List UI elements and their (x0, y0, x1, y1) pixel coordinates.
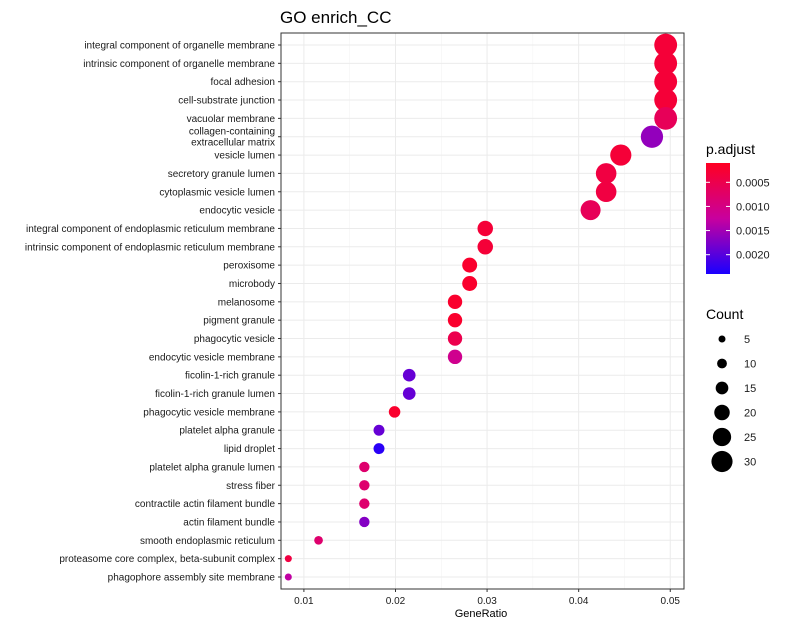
y-tick-label: endocytic vesicle membrane (149, 352, 276, 363)
plot-panel (280, 32, 685, 590)
y-tick-label: proteasome core complex, beta-subunit co… (59, 554, 275, 565)
x-axis: 0.01 0.02 0.03 0.04 0.05 (294, 589, 680, 607)
data-point (580, 200, 601, 221)
data-point (654, 51, 678, 75)
data-point (447, 331, 463, 346)
data-point (373, 424, 385, 436)
y-tick-label: collagen-containing extracellular matrix (189, 127, 275, 149)
data-point (447, 294, 463, 310)
y-tick-label: intrinsic component of endoplasmic retic… (25, 242, 276, 253)
size-legend-dot (715, 381, 729, 395)
size-legend-dot (711, 450, 733, 473)
y-tick-label: intrinsic component of organelle membran… (83, 59, 275, 70)
y-tick-label: secretory granule lumen (168, 169, 275, 180)
y-tick-label: smooth endoplasmic reticulum (140, 536, 275, 547)
data-point (373, 443, 385, 455)
y-axis-labels: integral component of organelle membrane… (25, 41, 281, 584)
color-legend-label: 0.0020 (736, 250, 770, 262)
size-legend-label: 30 (744, 457, 756, 469)
data-point (388, 406, 401, 418)
y-tick-label: cytoplasmic vesicle lumen (159, 187, 275, 198)
data-point (654, 33, 678, 57)
y-tick-label: cell-substrate junction (178, 96, 275, 107)
data-point (595, 181, 617, 203)
y-tick-label: phagophore assembly site membrane (108, 573, 276, 584)
y-tick-label: integral component of organelle membrane (84, 41, 275, 52)
size-legend-label: 15 (744, 383, 756, 395)
x-axis-title: GeneRatio (455, 608, 508, 620)
size-legend-dot (714, 404, 730, 421)
chart-title: GO enrich_CC (280, 8, 391, 27)
x-tick-label: 0.05 (661, 596, 681, 607)
y-tick-label: platelet alpha granule (179, 426, 275, 437)
y-tick-label: stress fiber (226, 481, 276, 492)
data-point (314, 535, 323, 545)
y-tick-label: microbody (229, 279, 275, 290)
color-legend-title: p.adjust (706, 141, 755, 157)
x-tick-label: 0.04 (569, 596, 589, 607)
data-point (654, 88, 678, 112)
x-tick-label: 0.01 (294, 596, 314, 607)
size-legend-title: Count (706, 306, 743, 322)
y-tick-label: contractile actin filament bundle (135, 499, 276, 510)
size-legend-dot (717, 358, 727, 369)
color-legend-label: 0.0015 (736, 226, 770, 238)
size-legend-label: 5 (744, 334, 750, 346)
y-tick-label: focal adhesion (211, 77, 276, 88)
y-tick-label: phagocytic vesicle membrane (143, 407, 275, 418)
data-point (402, 387, 416, 400)
size-legend-label: 10 (744, 359, 756, 371)
y-tick-label: endocytic vesicle (199, 206, 275, 217)
data-point (284, 573, 292, 581)
size-legend-label: 20 (744, 408, 756, 420)
y-tick-label: ficolin-1-rich granule (185, 371, 275, 382)
color-legend-label: 0.0010 (736, 201, 770, 213)
y-tick-label: platelet alpha granule lumen (149, 462, 275, 473)
panel-border (280, 32, 685, 590)
size-legend-label: 25 (744, 432, 756, 444)
x-tick-label: 0.02 (386, 596, 406, 607)
data-point (359, 461, 370, 473)
y-tick-label: ficolin-1-rich granule lumen (155, 389, 275, 400)
panel-background (281, 33, 684, 589)
data-point (640, 125, 664, 148)
data-point (402, 368, 416, 382)
color-legend-bar (706, 163, 730, 274)
data-point (359, 516, 370, 528)
y-tick-label: integral component of endoplasmic reticu… (26, 224, 275, 235)
data-point (447, 349, 463, 365)
data-point (477, 220, 493, 237)
color-legend-label: 0.0005 (736, 177, 770, 189)
data-point (477, 239, 493, 255)
y-tick-label: actin filament bundle (183, 517, 275, 528)
y-tick-label: pigment granule (203, 316, 275, 327)
y-tick-label: phagocytic vesicle (194, 334, 276, 345)
data-point (359, 480, 370, 491)
y-tick-label: vesicle lumen (214, 151, 275, 162)
data-point (284, 555, 292, 563)
size-legend: Count 5 10 15 20 25 30 (706, 306, 756, 473)
data-point (610, 144, 632, 166)
y-tick-label: lipid droplet (224, 444, 275, 455)
data-point (462, 257, 478, 273)
data-point (462, 276, 478, 291)
data-point (359, 498, 370, 509)
y-tick-label: peroxisome (223, 261, 275, 272)
data-point (447, 312, 463, 328)
y-tick-label: vacuolar membrane (187, 114, 276, 125)
color-legend: p.adjust 0.0005 0.0010 0.0015 0.0020 (706, 141, 770, 274)
y-tick-label: melanosome (218, 297, 276, 308)
data-point (654, 106, 678, 130)
size-legend-dot (718, 335, 726, 343)
x-tick-label: 0.03 (477, 596, 497, 607)
data-point (595, 163, 617, 184)
data-point (654, 70, 678, 94)
size-legend-dot (712, 427, 732, 447)
